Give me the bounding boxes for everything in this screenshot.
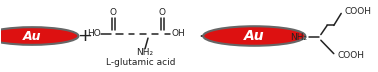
Text: COOH: COOH — [338, 51, 364, 60]
Text: +: + — [77, 27, 93, 45]
Text: Au: Au — [244, 29, 265, 43]
Text: O: O — [110, 8, 117, 17]
Text: NH₂: NH₂ — [136, 48, 153, 57]
Circle shape — [203, 26, 305, 46]
Text: Au: Au — [23, 30, 42, 42]
Text: OH: OH — [172, 29, 186, 38]
Text: L-glutamic acid: L-glutamic acid — [106, 58, 175, 67]
Text: O: O — [158, 8, 166, 17]
Text: HO: HO — [87, 29, 101, 38]
Circle shape — [0, 27, 78, 45]
Text: COOH: COOH — [345, 7, 372, 16]
Text: NH₂: NH₂ — [290, 33, 307, 42]
